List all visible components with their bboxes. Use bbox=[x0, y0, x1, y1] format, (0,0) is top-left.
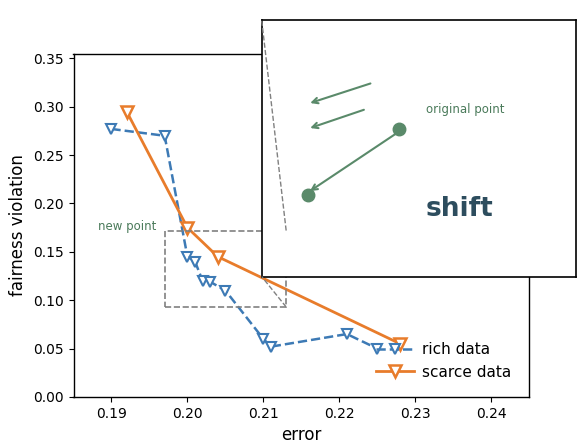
scarce data bbox=[184, 225, 191, 230]
rich data bbox=[374, 346, 381, 351]
rich data bbox=[161, 133, 168, 138]
Text: original point: original point bbox=[426, 103, 504, 116]
scarce data bbox=[214, 254, 221, 259]
rich data bbox=[343, 331, 350, 337]
X-axis label: error: error bbox=[281, 426, 322, 444]
rich data bbox=[199, 278, 206, 284]
Text: shift: shift bbox=[426, 197, 493, 223]
rich data bbox=[108, 126, 115, 132]
rich data bbox=[268, 344, 275, 349]
rich data bbox=[222, 288, 229, 293]
Text: new point: new point bbox=[98, 220, 156, 233]
rich data bbox=[260, 336, 267, 342]
Y-axis label: fairness violation: fairness violation bbox=[9, 154, 28, 296]
Line: rich data: rich data bbox=[106, 124, 382, 353]
Legend: rich data, scarce data: rich data, scarce data bbox=[370, 336, 517, 386]
rich data bbox=[192, 259, 199, 264]
scarce data bbox=[396, 341, 403, 347]
rich data bbox=[184, 254, 191, 259]
scarce data bbox=[123, 109, 130, 114]
Line: scarce data: scarce data bbox=[121, 106, 406, 349]
Bar bbox=[165, 231, 286, 307]
rich data bbox=[207, 279, 214, 285]
